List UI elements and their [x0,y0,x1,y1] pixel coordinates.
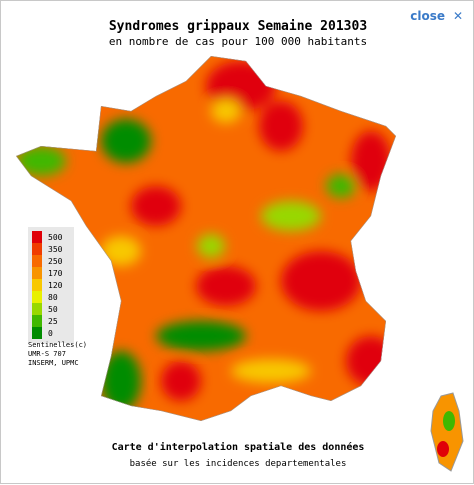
legend-label: 50 [48,304,58,314]
legend-label: 80 [48,292,58,302]
credit-line: INSERM, UPMC [28,359,79,367]
legend-label: 250 [48,256,63,266]
legend-swatch [32,303,42,315]
credit-line: Sentinelles(c) [28,341,88,349]
footer-subtitle: basée sur les incidences departementales [129,459,347,469]
legend-label: 170 [48,268,63,278]
legend-label: 120 [48,280,63,290]
legend-swatch [32,327,42,339]
legend-item: 50 [28,303,74,315]
legend-swatch [32,267,42,279]
legend-label: 350 [48,244,63,254]
close-button[interactable]: close [410,9,445,23]
legend-swatch [32,315,42,327]
legend-swatch [32,255,42,267]
close-icon[interactable]: ✕ [452,9,463,23]
map-title: Syndromes grippaux Semaine 201303 [108,19,368,34]
legend-swatch [32,231,42,243]
legend-item: 0 [28,327,74,339]
footer-title: Carte d'interpolation spatiale des donné… [111,442,365,453]
map-subtitle: en nombre de cas pour 100 000 habitants [108,35,368,48]
legend-item: 170 [28,267,74,279]
legend-label: 500 [48,232,63,242]
legend-swatch [32,279,42,291]
legend-swatch [32,243,42,255]
legend: 500 350 250 170 120 80 50 25 0 [28,227,74,343]
legend-item: 25 [28,315,74,327]
legend-item: 80 [28,291,74,303]
legend-swatch [32,291,42,303]
legend-label: 25 [48,316,58,326]
credit-line: UMR-S 707 [28,350,66,358]
credits: Sentinelles(c) UMR-S 707 INSERM, UPMC [28,341,87,368]
legend-item: 500 [28,231,74,243]
legend-item: 120 [28,279,74,291]
legend-item: 250 [28,255,74,267]
legend-label: 0 [48,328,53,338]
legend-item: 350 [28,243,74,255]
